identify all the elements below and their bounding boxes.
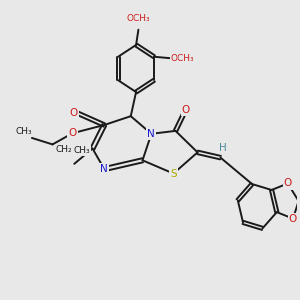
- Text: N: N: [100, 164, 108, 174]
- Text: OCH₃: OCH₃: [127, 14, 150, 23]
- Text: H: H: [219, 143, 227, 153]
- Text: N: N: [148, 129, 155, 139]
- Text: O: O: [70, 108, 78, 118]
- Text: O: O: [68, 128, 76, 138]
- Text: O: O: [182, 105, 190, 115]
- Text: CH₂: CH₂: [56, 145, 73, 154]
- Text: O: O: [284, 178, 292, 188]
- Text: S: S: [170, 169, 177, 178]
- Text: CH₃: CH₃: [74, 146, 91, 155]
- Text: O: O: [289, 214, 297, 224]
- Text: CH₃: CH₃: [15, 127, 32, 136]
- Text: OCH₃: OCH₃: [171, 54, 194, 63]
